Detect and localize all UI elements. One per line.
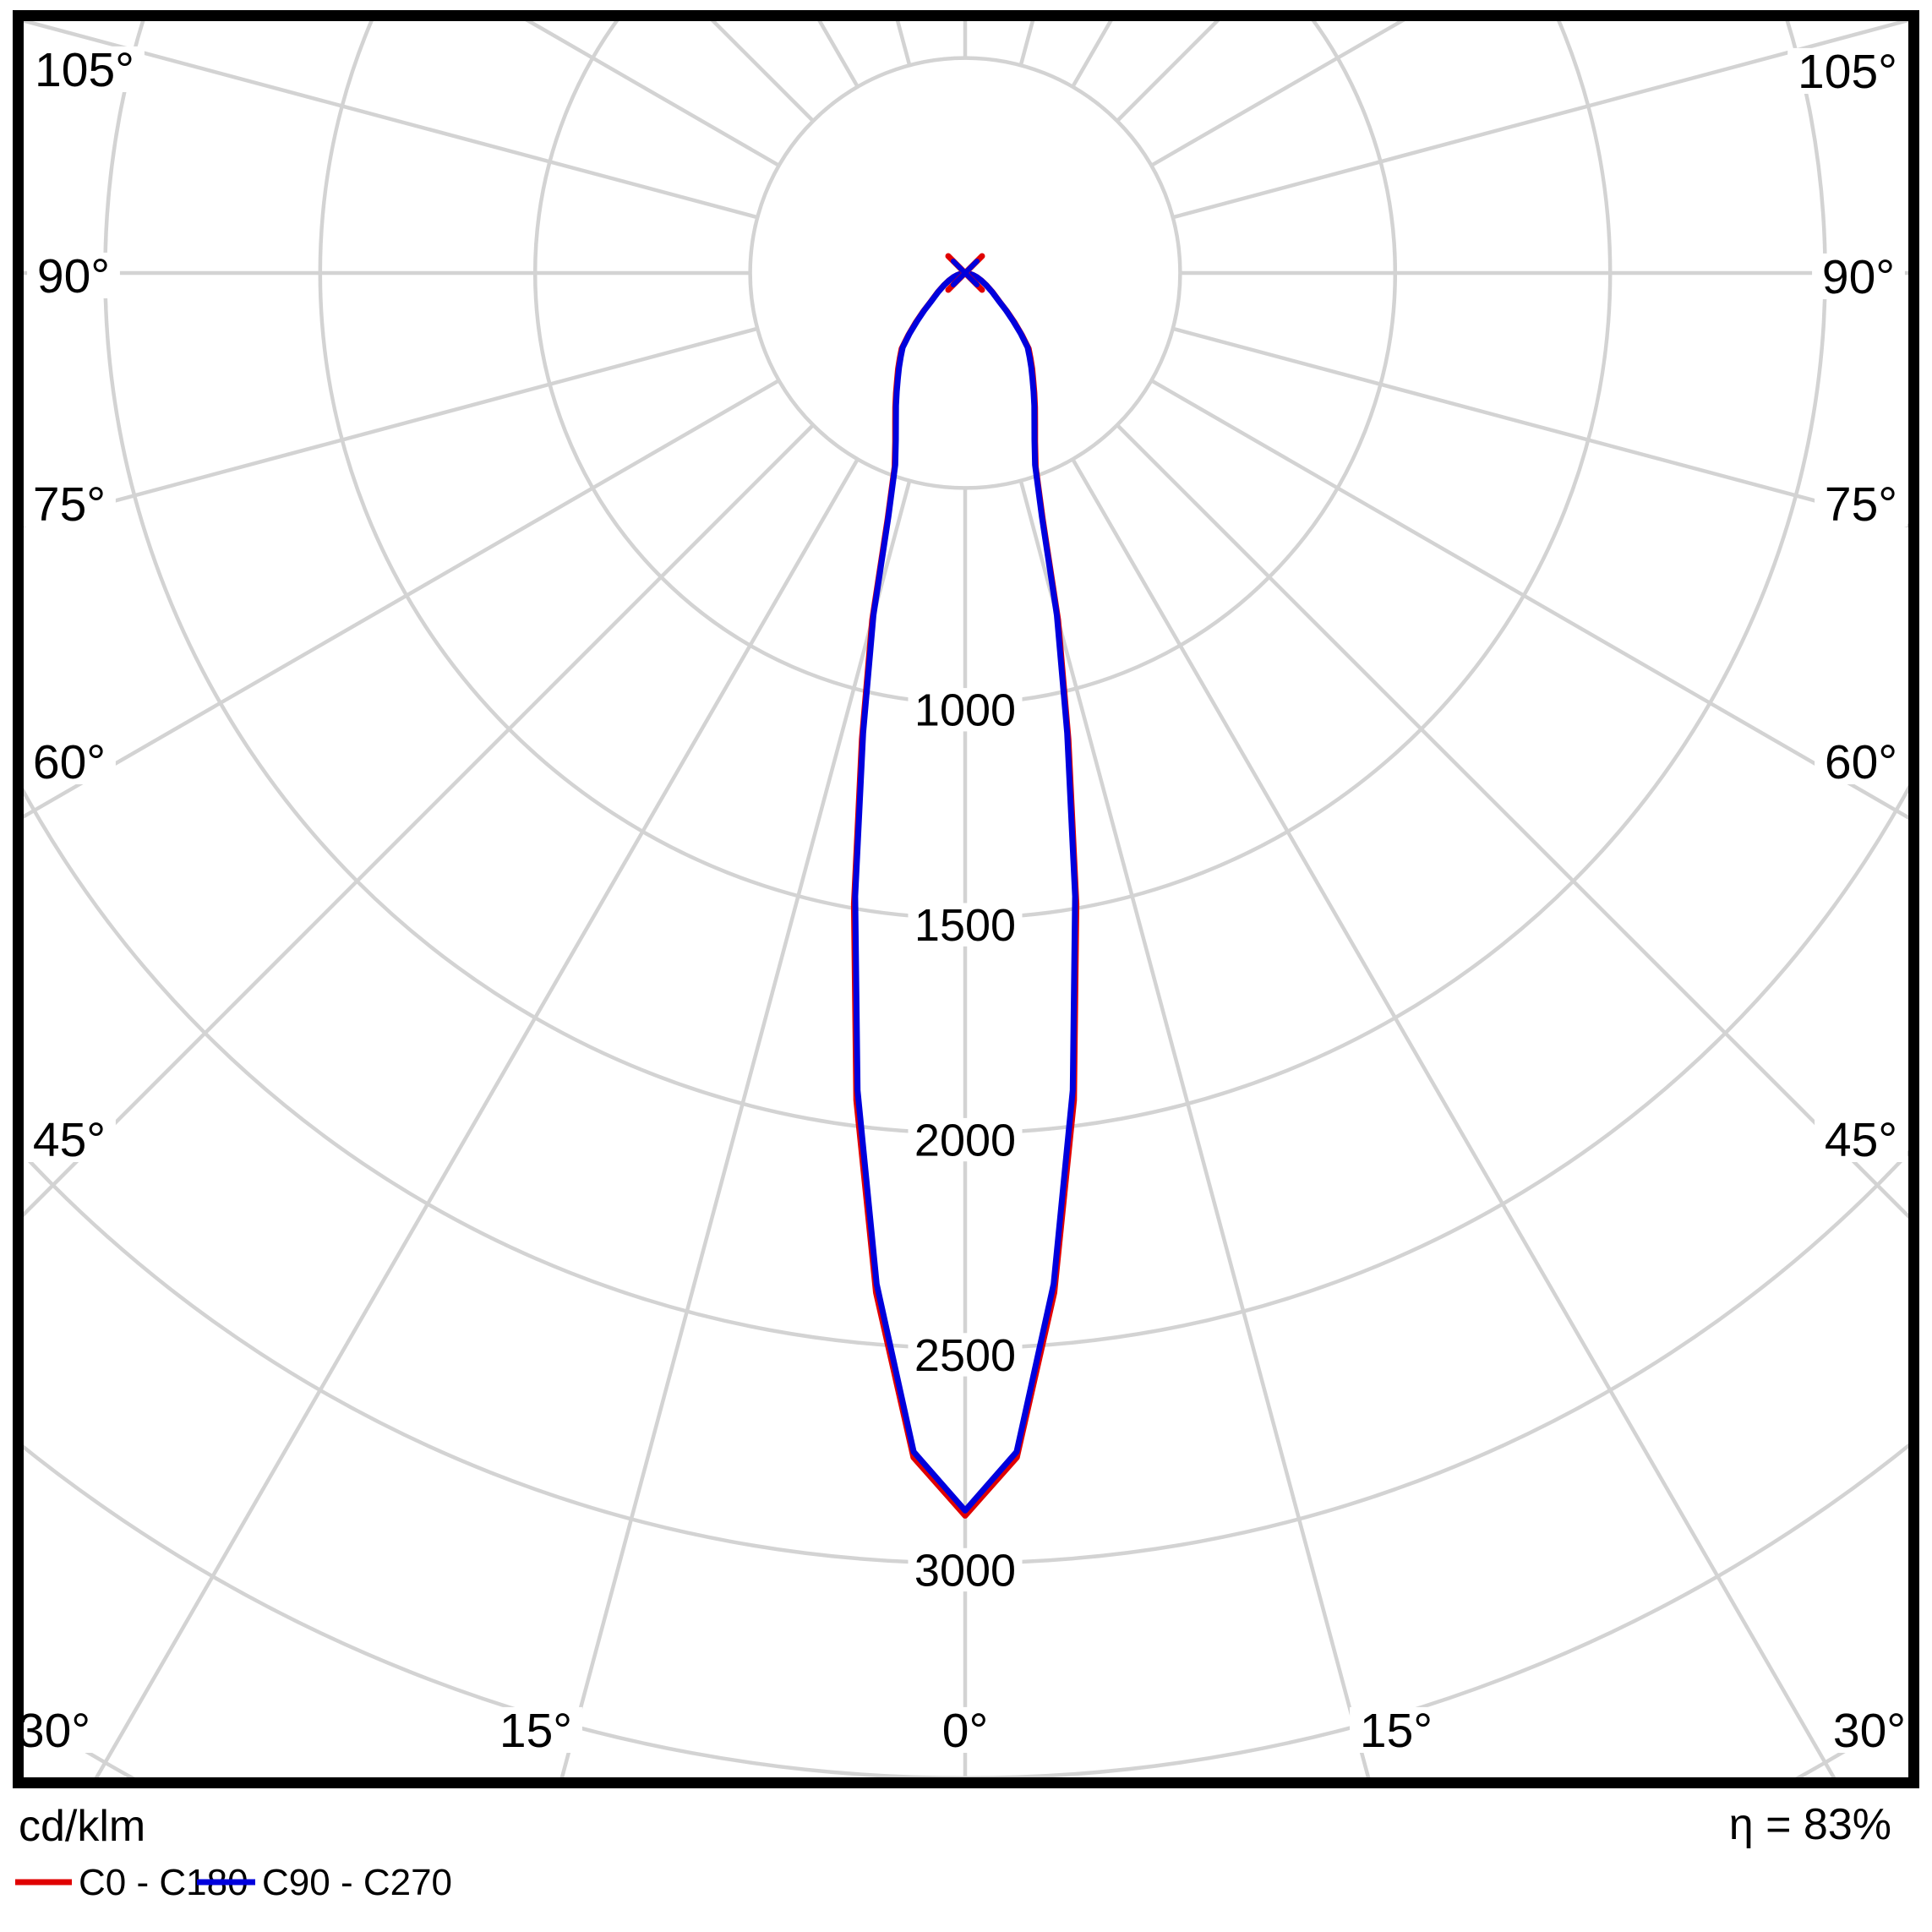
- angle-tick-label: 15°: [1360, 1704, 1433, 1758]
- radial-tick-label-mask: [908, 1333, 1023, 1377]
- radial-tick-label: 1000: [914, 685, 1016, 736]
- angle-tick-label: 30°: [1833, 1704, 1906, 1758]
- grid-radial-line: [18, 17, 758, 220]
- angle-tick-label-mask: [23, 480, 116, 527]
- legend: C0 - C180 C90 - C270: [15, 1862, 452, 1903]
- curve-c90-c270: [852, 270, 1078, 1514]
- angle-tick-label: 60°: [33, 735, 106, 789]
- angle-tick-label-mask: [1823, 1706, 1916, 1753]
- angle-tick-label-mask: [1787, 47, 1907, 94]
- legend-label-c90-c270: C90 - C270: [262, 1862, 452, 1903]
- radial-tick-label-mask: [908, 1117, 1023, 1162]
- radial-tick-label: 2500: [914, 1330, 1016, 1381]
- grid-radial-line: [18, 423, 815, 1224]
- radial-tick-label: 2000: [914, 1116, 1016, 1166]
- angle-tick-label-mask: [1812, 253, 1905, 299]
- angle-tick-label-mask: [23, 738, 116, 784]
- angle-tick-label: 45°: [33, 1113, 106, 1167]
- angle-tick-label: 105°: [35, 43, 134, 97]
- radial-tick-label-mask: [908, 1547, 1023, 1592]
- grid-radial-line: [18, 326, 758, 529]
- angle-tick-label-mask: [1815, 738, 1907, 784]
- grid-radial-line: [1116, 423, 1914, 1225]
- origin-marker-c90: [951, 259, 980, 287]
- grid-radial-line: [1071, 458, 1840, 1783]
- angle-tick-label: 15°: [499, 1704, 572, 1758]
- angle-tick-label: 90°: [37, 249, 110, 303]
- angle-tick-label: 30°: [18, 1704, 90, 1758]
- radial-tick-label: 1500: [914, 900, 1016, 951]
- angle-tick-label: 90°: [1822, 250, 1895, 304]
- grid-radial-line: [1150, 379, 1914, 823]
- grid-radial-line: [558, 480, 912, 1783]
- angle-tick-label: 75°: [33, 478, 106, 532]
- radial-tick-label-mask: [908, 903, 1023, 947]
- grid-radial-line: [1172, 16, 1914, 220]
- angle-tick-label-mask: [932, 1706, 998, 1753]
- plot-border: [13, 10, 1919, 1788]
- angle-tick-label-mask: [23, 1116, 116, 1162]
- grid-radial-line: [1018, 480, 1373, 1783]
- angle-tick-label-mask: [1350, 1706, 1443, 1753]
- efficiency-label: η = 83%: [1729, 1800, 1891, 1849]
- origin-marker: [945, 253, 985, 293]
- angle-tick-label: 105°: [1798, 45, 1897, 99]
- angle-tick-label: 45°: [1825, 1113, 1897, 1167]
- angle-tick-label-mask: [27, 252, 120, 298]
- angle-tick-label: 60°: [1825, 735, 1897, 789]
- angle-tick-label-mask: [1815, 480, 1907, 527]
- grid-radial-line: [1172, 326, 1914, 530]
- grid-radial-line: [90, 458, 860, 1783]
- grid-labels: 105° 90° 75° 60° 45° 105° 90° 75° 60° 45° 30° 15° 0°…: [8, 43, 1916, 1758]
- grid-radial-line: [18, 379, 780, 822]
- radial-tick-label-mask: [908, 688, 1023, 732]
- angle-tick-label: 75°: [1825, 478, 1897, 532]
- angle-tick-label-mask: [489, 1706, 582, 1753]
- angle-tick-label-mask: [1815, 1116, 1907, 1162]
- units-label: cd/klm: [19, 1802, 145, 1851]
- radial-tick-label: 3000: [914, 1545, 1016, 1596]
- intensity-curves: [850, 270, 1080, 1519]
- angle-tick-label-mask: [25, 46, 145, 92]
- angle-tick-label: 0°: [942, 1704, 989, 1758]
